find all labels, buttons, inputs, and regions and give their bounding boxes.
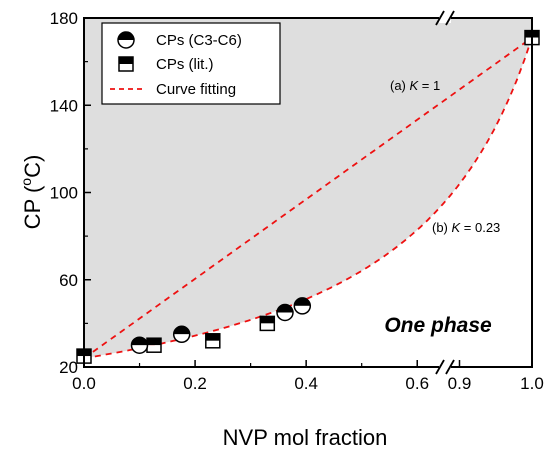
y-tick-label: 20 bbox=[59, 358, 78, 377]
x-tick-label: 1.0 bbox=[520, 374, 544, 393]
legend-marker-square bbox=[118, 56, 134, 72]
legend-label-fit: Curve fitting bbox=[156, 81, 236, 98]
data-point-c3c6 bbox=[172, 325, 191, 344]
legend-marker-circle bbox=[117, 31, 135, 49]
data-point-c3c6 bbox=[293, 297, 312, 315]
data-point-lit bbox=[205, 333, 221, 349]
x-tick-label: 0.6 bbox=[405, 374, 429, 393]
y-axis-ticks: 20 60 100 140 180 bbox=[50, 9, 91, 377]
data-point-c3c6 bbox=[130, 336, 149, 354]
y-axis-title-sup: o bbox=[18, 178, 34, 186]
data-point-lit bbox=[146, 337, 162, 353]
fit-curve-k1 bbox=[83, 36, 533, 360]
y-tick-label: 100 bbox=[50, 184, 78, 203]
axis-break-bottom bbox=[435, 359, 455, 375]
data-point-c3c6 bbox=[276, 303, 294, 322]
x-tick-label: 0.4 bbox=[294, 374, 318, 393]
y-axis-title-main: CP ( bbox=[20, 185, 45, 229]
axis-break-top bbox=[435, 10, 455, 26]
legend-label-c3c6: CPs (C3-C6) bbox=[156, 32, 242, 49]
x-tick-label: 0.0 bbox=[72, 374, 96, 393]
legend: CPs (C3-C6) CPs (lit.) Curve fitting bbox=[101, 22, 281, 105]
legend-label-lit: CPs (lit.) bbox=[156, 56, 214, 73]
fit-curve-k023 bbox=[83, 37, 533, 360]
y-axis-title-end: C) bbox=[20, 155, 45, 178]
y-tick-label: 180 bbox=[50, 9, 78, 28]
y-tick-label: 140 bbox=[50, 96, 78, 115]
x-tick-label: 0.2 bbox=[183, 374, 207, 393]
region-label: One phase bbox=[384, 314, 492, 337]
y-tick-label: 60 bbox=[59, 271, 78, 290]
x-axis-title: NVP mol fraction bbox=[223, 425, 388, 450]
annotation-k1: (a) K = 1 bbox=[390, 78, 440, 93]
y-axis-title: CP (oC) bbox=[18, 155, 45, 230]
data-point-lit bbox=[259, 315, 276, 332]
x-tick-label: 0.9 bbox=[448, 374, 472, 393]
annotation-k023: (b) K = 0.23 bbox=[432, 220, 500, 235]
x-axis-ticks: 0.0 0.2 0.4 0.6 0.9 1.0 bbox=[72, 360, 544, 393]
